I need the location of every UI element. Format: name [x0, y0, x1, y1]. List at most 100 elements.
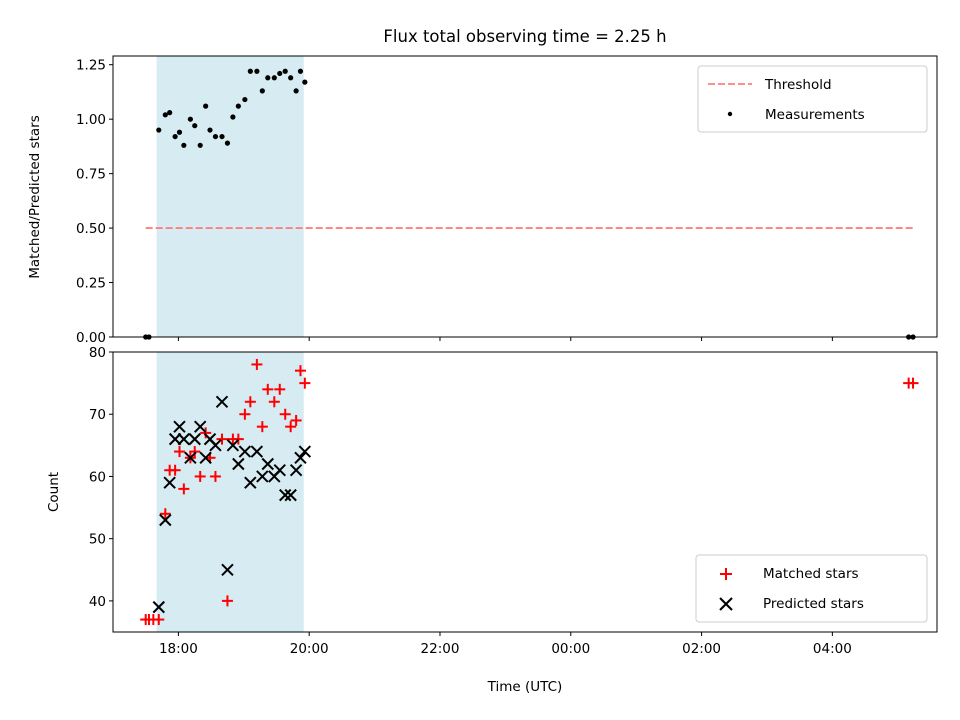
predicted-star-stroke [177, 432, 191, 446]
predicted-star-stroke [173, 420, 186, 433]
predicted-star-point [209, 439, 222, 452]
predicted-star-point [188, 432, 201, 446]
y-tick-label: 80 [89, 345, 106, 361]
predicted-star-stroke [298, 445, 312, 458]
bottom-y-axis: 40 50 60 70 80 [89, 345, 113, 610]
predicted-star-point [294, 451, 307, 464]
matched-star-point [290, 414, 302, 426]
legend-matched-label: Matched stars [763, 566, 859, 582]
predicted-star-point [199, 451, 212, 464]
x-tick-label: 04:00 [813, 641, 852, 657]
chart-title: Flux total observing time = 2.25 h [383, 27, 666, 46]
measurement-point [277, 70, 283, 77]
y-tick-label: 50 [89, 532, 106, 548]
matched-star-point [294, 365, 306, 377]
matched-star-point [194, 470, 206, 482]
predicted-star-stroke [159, 513, 172, 527]
predicted-star-point [173, 420, 186, 433]
top-x-axis [177, 337, 833, 341]
predicted-star-stroke [163, 476, 176, 489]
matched-star-point [173, 446, 185, 458]
legend-matched-swatch [720, 568, 732, 580]
predicted-star-point [261, 457, 274, 471]
predicted-star-point [159, 513, 172, 527]
predicted-star-stroke [184, 451, 197, 464]
measurement-point [288, 75, 294, 81]
measurement-point [224, 140, 231, 146]
measurement-point [242, 96, 248, 103]
measurement-point [172, 133, 178, 140]
x-tick-label: 18:00 [159, 641, 198, 657]
predicted-star-stroke [221, 563, 234, 576]
predicted-star-stroke [193, 420, 207, 433]
bottom-legend: Matched stars Predicted stars [695, 554, 928, 623]
matched-star-point [178, 483, 190, 495]
predicted-star-stroke [289, 464, 303, 477]
bottom-axes-frame [112, 351, 938, 633]
predicted-star-point [232, 457, 245, 471]
measurement-point [302, 79, 308, 85]
measurement-point [207, 127, 213, 133]
y-tick-label: 40 [89, 594, 106, 610]
x-tick-label: 02:00 [682, 641, 721, 657]
measurement-point [271, 75, 277, 81]
legend-predicted-swatch [719, 597, 733, 611]
predicted-star-point [250, 445, 264, 458]
matched-star-point [274, 383, 286, 395]
predicted-star-point [238, 445, 252, 458]
measurement-point [259, 88, 265, 94]
bottom-x-axis: 18:00 20:00 22:00 00:00 02:00 04:00 [159, 632, 852, 657]
matched-star-point [256, 421, 268, 433]
measurement-point [176, 129, 183, 135]
predicted-star-stroke [294, 451, 307, 464]
measurement-point [265, 75, 271, 81]
bottom-y-axis-label: Count [46, 472, 62, 512]
y-tick-label: 1.00 [76, 112, 106, 128]
measurement-point [293, 88, 299, 94]
matched-star-point [169, 464, 181, 476]
bottom-legend-box [695, 554, 928, 623]
measurement-point [167, 110, 173, 116]
predicted-star-point [298, 445, 312, 458]
predicted-star-stroke [152, 600, 165, 614]
top-shaded-interval [156, 56, 304, 337]
predicted-stars-series [152, 395, 312, 614]
predicted-star-point [244, 476, 257, 489]
measurement-point [187, 116, 193, 122]
matched-star-point [268, 396, 280, 408]
matched-star-point [200, 427, 212, 439]
matched-star-point [285, 421, 297, 433]
measurement-point [219, 133, 225, 140]
measurement-point [230, 114, 236, 120]
predicted-star-stroke [250, 445, 264, 458]
matched-star-point [159, 508, 171, 520]
matched-star-point [239, 408, 251, 420]
x-tick-label: 20:00 [290, 641, 329, 657]
matched-star-point [262, 383, 274, 395]
measurement-point [197, 142, 203, 148]
predicted-star-stroke [203, 432, 217, 446]
predicted-star-stroke [284, 488, 297, 502]
matched-star-point [209, 470, 221, 482]
matched-stars-series [140, 358, 919, 626]
predicted-star-stroke [226, 439, 240, 452]
predicted-star-point [163, 476, 176, 489]
predicted-star-stroke [238, 445, 252, 458]
predicted-star-point [289, 464, 303, 477]
bottom-shaded-interval [156, 352, 304, 632]
measurement-point [254, 68, 260, 74]
top-panel: 0.00 0.25 0.50 0.75 1.00 1.25 Flux total obse… [27, 27, 938, 346]
predicted-star-point [184, 451, 197, 464]
predicted-star-stroke [244, 476, 257, 489]
matched-star-point [299, 377, 311, 389]
matched-star-point [153, 614, 165, 626]
predicted-star-stroke [256, 470, 269, 483]
legend-threshold-label: Threshold [764, 77, 832, 93]
y-tick-label: 0.75 [76, 167, 106, 183]
top-axes-frame [112, 55, 938, 338]
predicted-star-stroke [232, 457, 245, 471]
matched-star-point [907, 377, 919, 389]
top-y-axis: 0.00 0.25 0.50 0.75 1.00 1.25 [76, 58, 113, 346]
matched-star-point [232, 433, 244, 445]
